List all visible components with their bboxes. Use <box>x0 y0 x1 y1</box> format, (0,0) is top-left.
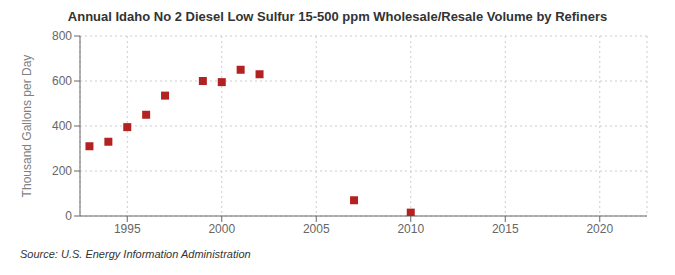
svg-text:2020: 2020 <box>586 222 613 236</box>
svg-text:800: 800 <box>52 29 72 43</box>
svg-text:2000: 2000 <box>208 222 235 236</box>
svg-text:600: 600 <box>52 74 72 88</box>
html-text:Annual Idaho No 2 Diesel Low S: Annual Idaho No 2 Diesel Low Sulfur 15-5… <box>67 9 608 24</box>
svg-text:2005: 2005 <box>303 222 330 236</box>
html-text:Source: U.S. Energy Informatio: Source: U.S. Energy Information Administ… <box>20 248 251 260</box>
svg-text:2015: 2015 <box>492 222 519 236</box>
svg-text:400: 400 <box>52 119 72 133</box>
svg-text:1995: 1995 <box>114 222 141 236</box>
svg-text:Thousand Gallons per Day: Thousand Gallons per Day <box>20 55 34 198</box>
svg-text:200: 200 <box>52 164 72 178</box>
svg-text:2010: 2010 <box>397 222 424 236</box>
svg-text:0: 0 <box>65 209 72 223</box>
